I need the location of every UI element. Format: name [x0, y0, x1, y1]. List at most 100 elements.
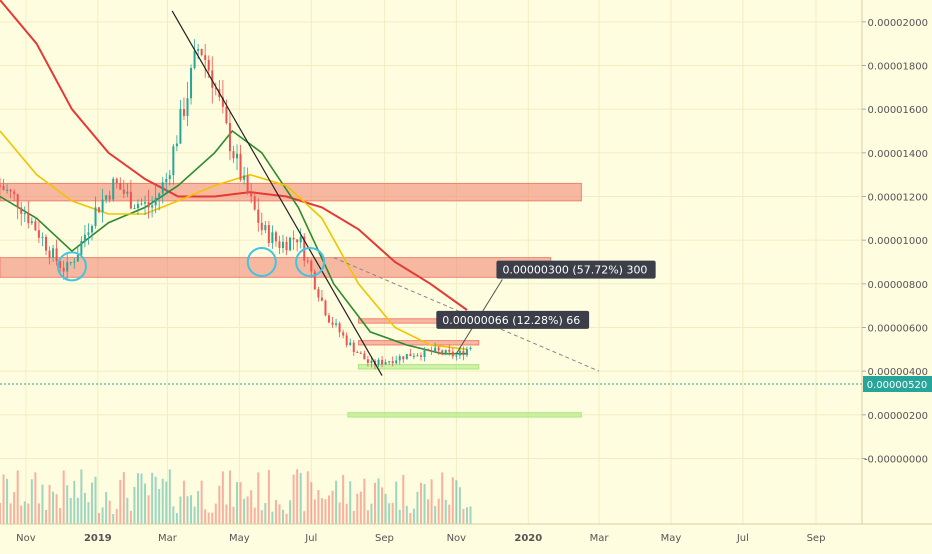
candle-body: [190, 68, 193, 99]
candle-body: [402, 356, 405, 360]
candle-body: [211, 70, 214, 88]
downtrend-line[interactable]: [171, 10, 383, 376]
x-tick-label: 2019: [84, 533, 112, 544]
candle-body: [105, 195, 108, 200]
volume-bar: [0, 503, 1, 524]
highlight-circle[interactable]: [246, 247, 277, 277]
candle-body: [352, 342, 355, 353]
volume-bar: [278, 504, 281, 524]
candle-body: [455, 355, 458, 357]
candle-body: [356, 352, 359, 354]
volume-bar: [211, 512, 214, 524]
candle-body: [9, 189, 12, 192]
volume-bar: [437, 498, 440, 524]
volume-bar: [395, 481, 398, 524]
volume-bar: [179, 496, 182, 524]
volume-bar: [73, 480, 76, 524]
candle-body: [366, 359, 369, 363]
volume-bar: [214, 503, 217, 524]
volume-bar: [140, 473, 143, 524]
annotation-box[interactable]: [496, 260, 656, 279]
volume-bar: [285, 513, 288, 524]
volume-bar: [90, 482, 93, 524]
y-tick-label: 0.00000200: [868, 411, 928, 422]
volume-bar: [335, 480, 338, 524]
volume-bar: [310, 482, 313, 524]
candle-body: [317, 289, 320, 298]
y-tick-label: 0.00001800: [868, 62, 928, 73]
candle-body: [101, 199, 104, 213]
zone-box[interactable]: [347, 412, 582, 418]
candle-body: [441, 350, 444, 354]
candle-body: [419, 355, 422, 357]
volume-bar: [274, 500, 277, 524]
volume-bar: [119, 479, 122, 524]
ma-line-green[interactable]: [0, 129, 467, 355]
candle-body: [214, 87, 217, 89]
candle-body: [6, 189, 9, 191]
candle-body: [310, 260, 313, 272]
y-tick-label: 0.00001000: [868, 236, 928, 247]
volume-bar: [409, 512, 412, 524]
annotation-box[interactable]: [436, 310, 590, 329]
volume-bar: [469, 506, 472, 524]
volume-bar: [260, 510, 263, 524]
volume-bar: [292, 474, 295, 524]
y-tick-label: 0.00000600: [868, 324, 928, 335]
x-tick-label: Jul: [304, 533, 317, 544]
candle-body: [296, 239, 299, 243]
volume-bar: [253, 507, 256, 524]
volume-bar: [384, 493, 387, 524]
highlight-circle[interactable]: [295, 247, 326, 277]
volume-bar: [218, 485, 221, 524]
y-tick-label: -0.00000000: [864, 455, 928, 466]
volume-bar: [20, 505, 23, 524]
candle-body: [161, 182, 164, 194]
volume-bar: [366, 510, 369, 524]
volume-bar: [441, 472, 444, 524]
volume-bar: [108, 500, 111, 524]
candle-body: [73, 261, 76, 263]
x-tick-label: Sep: [375, 533, 394, 544]
y-tick-label: 0.00000400: [868, 367, 928, 378]
candle-body: [282, 241, 285, 249]
volume-bar: [239, 482, 242, 524]
volume-bar: [80, 469, 83, 524]
candle-body: [90, 226, 93, 233]
candle-body: [165, 178, 168, 183]
candle-body: [98, 207, 101, 213]
ma-line-red[interactable]: [0, 0, 468, 311]
highlight-circle[interactable]: [56, 251, 87, 282]
price-axis-background: [862, 0, 932, 524]
volume-bar: [317, 490, 320, 524]
candle-body: [306, 260, 309, 262]
candle-body: [80, 241, 83, 255]
volume-bar: [359, 491, 362, 524]
zone-box[interactable]: [357, 364, 480, 370]
volume-bar: [69, 497, 72, 524]
candle-body: [136, 204, 139, 209]
candle-body: [197, 49, 200, 51]
volume-bar: [41, 484, 44, 524]
candle-body: [239, 153, 242, 180]
zone-box[interactable]: [357, 340, 480, 346]
volume-bar: [381, 487, 384, 524]
candle-body: [228, 123, 231, 152]
y-tick-label: 0.00001200: [868, 193, 928, 204]
volume-bar: [133, 486, 136, 524]
candle-body: [236, 153, 239, 159]
volume-bar: [296, 469, 299, 524]
current-price-text: 0.00000520: [867, 380, 927, 391]
candle-body: [434, 347, 437, 352]
candle-body: [345, 335, 348, 345]
volume-bar: [349, 481, 352, 524]
volume-bar: [271, 511, 274, 524]
candle-body: [409, 354, 412, 357]
dashed-trend-line[interactable]: [333, 257, 600, 372]
candle-body: [2, 185, 5, 190]
volume-bar: [6, 478, 9, 524]
ma-line-yellow[interactable]: [0, 130, 468, 351]
current-price-label: 0.00000520: [863, 376, 932, 392]
volume-bar: [398, 509, 401, 524]
